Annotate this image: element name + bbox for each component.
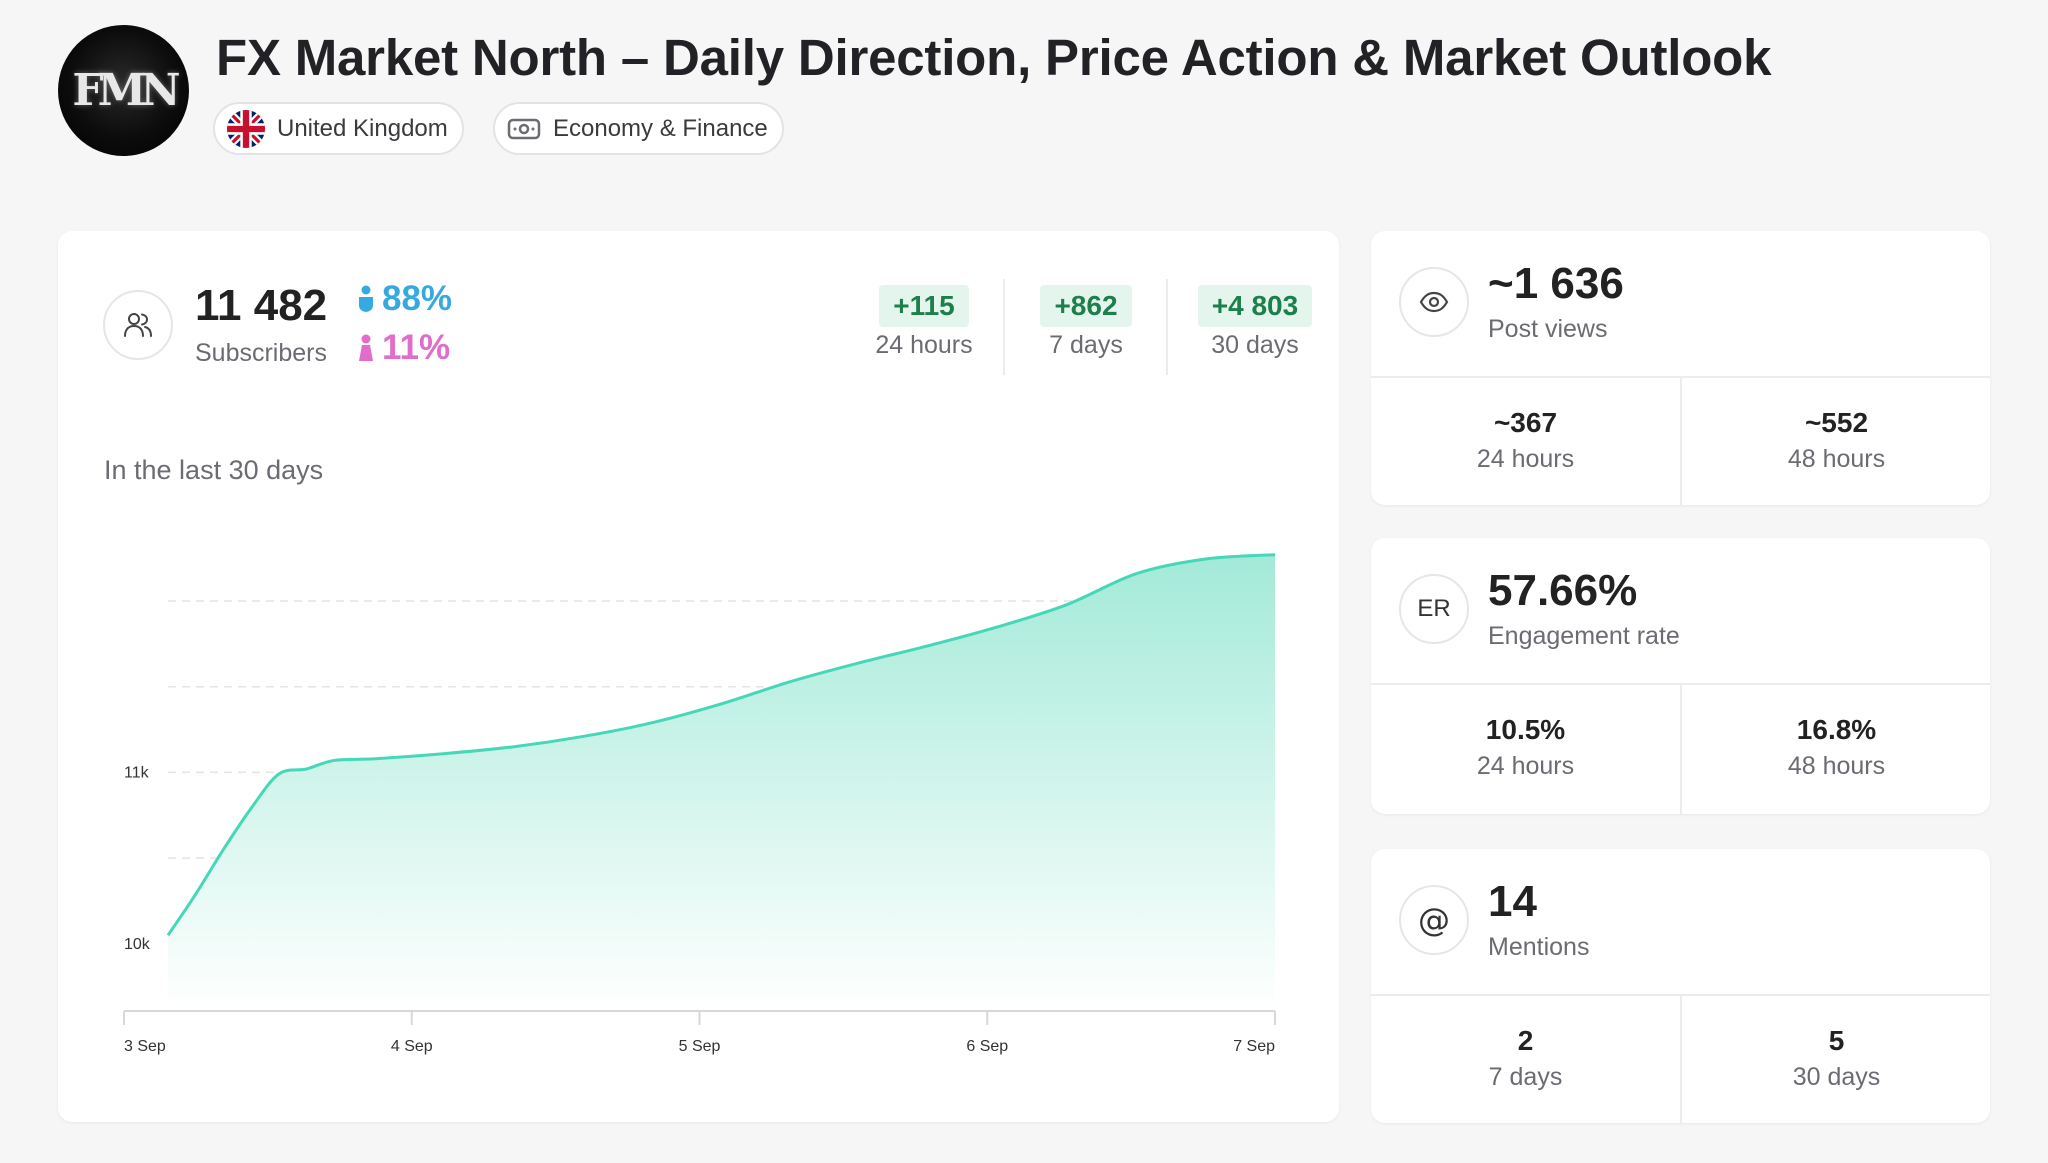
divider [1680, 683, 1682, 814]
y-tick-label: 11k [124, 764, 150, 781]
engagement-label: Engagement rate [1488, 622, 1680, 650]
views-24h-value: ~367 [1493, 407, 1558, 438]
divider [1680, 994, 1682, 1123]
uk-flag-icon [227, 109, 265, 148]
male-percent: 88% [382, 279, 453, 318]
growth-24h-label: 24 hours [875, 331, 973, 359]
mentions-7d-label: 7 days [1488, 1063, 1563, 1091]
er-icon: ER [1399, 574, 1469, 644]
subscribers-label: Subscribers [195, 339, 327, 367]
avatar-logo-text: FMN [72, 65, 180, 116]
views-48h-value: ~552 [1804, 407, 1869, 438]
at-icon-text: @ [1418, 901, 1450, 939]
subscribers-card: 11 482 Subscribers 88% 11% +115 24 hours… [58, 231, 1339, 1122]
chart-area-fill [168, 554, 1275, 1009]
views-24h: ~367 24 hours [1371, 407, 1680, 474]
engagement-card: ER 57.66% Engagement rate 10.5% 24 hours… [1371, 538, 1990, 814]
er-48h-value: 16.8% [1796, 714, 1877, 745]
engagement-value: 57.66% [1488, 566, 1638, 615]
male-share: 88% [358, 279, 452, 319]
male-icon [359, 285, 373, 312]
female-icon [359, 334, 373, 361]
channel-avatar: FMN [58, 25, 189, 156]
divider [1166, 279, 1168, 375]
divider [1003, 279, 1005, 375]
growth-7d-value: +862 [1040, 285, 1132, 327]
er-24h-value: 10.5% [1485, 714, 1566, 745]
page-title: FX Market North – Daily Direction, Price… [216, 29, 1772, 86]
category-chip-label: Economy & Finance [553, 114, 768, 142]
at-icon: @ [1399, 885, 1469, 955]
country-chip[interactable]: United Kingdom [213, 102, 464, 155]
views-48h-label: 48 hours [1787, 445, 1886, 473]
mentions-7d: 2 7 days [1371, 1025, 1680, 1092]
growth-24h: +115 24 hours [844, 285, 1004, 360]
mentions-30d-label: 30 days [1792, 1063, 1881, 1091]
x-tick-label: 5 Sep [679, 1038, 721, 1055]
x-tick-label: 6 Sep [966, 1038, 1008, 1055]
female-share: 11% [358, 328, 450, 368]
x-tick-label: 7 Sep [1233, 1038, 1275, 1055]
er-24h-label: 24 hours [1476, 752, 1575, 780]
er-24h: 10.5% 24 hours [1371, 714, 1680, 781]
chart-caption: In the last 30 days [104, 455, 324, 485]
mentions-30d: 5 30 days [1682, 1025, 1991, 1092]
er-48h-label: 48 hours [1787, 752, 1886, 780]
post-views-label: Post views [1488, 315, 1608, 343]
x-tick-label: 4 Sep [391, 1038, 433, 1055]
post-views-value: ~1 636 [1488, 259, 1624, 308]
growth-30d-value: +4 803 [1197, 285, 1313, 327]
post-views-card: ~1 636 Post views ~367 24 hours ~552 48 … [1371, 231, 1990, 505]
growth-24h-value: +115 [879, 285, 969, 327]
views-24h-label: 24 hours [1476, 445, 1575, 473]
female-percent: 11% [382, 328, 451, 367]
growth-7d: +862 7 days [1006, 285, 1166, 360]
subscribers-chart[interactable]: 10k 11k 3 Sep 4 Sep 5 Sep 6 Sep 7 Sep [58, 231, 1339, 1122]
mentions-value: 14 [1488, 877, 1537, 926]
mentions-card: @ 14 Mentions 2 7 days 5 30 days [1371, 849, 1990, 1123]
chart-line [166, 553, 1276, 937]
growth-7d-label: 7 days [1049, 331, 1123, 359]
mentions-30d-value: 5 [1828, 1025, 1845, 1056]
x-tick-label: 3 Sep [124, 1038, 166, 1055]
y-tick-label: 10k [124, 936, 151, 953]
growth-30d: +4 803 30 days [1175, 285, 1335, 360]
users-icon [103, 290, 173, 360]
divider [1680, 376, 1682, 505]
eye-icon [1399, 267, 1469, 337]
er-icon-text: ER [1417, 595, 1451, 622]
mentions-7d-value: 2 [1517, 1025, 1534, 1056]
mentions-label: Mentions [1488, 933, 1590, 961]
category-chip[interactable]: Economy & Finance [493, 102, 784, 155]
subscribers-count: 11 482 [195, 281, 328, 330]
growth-30d-label: 30 days [1211, 331, 1299, 359]
views-48h: ~552 48 hours [1682, 407, 1991, 474]
money-icon [507, 118, 541, 139]
country-chip-label: United Kingdom [277, 114, 448, 142]
er-48h: 16.8% 48 hours [1682, 714, 1991, 781]
